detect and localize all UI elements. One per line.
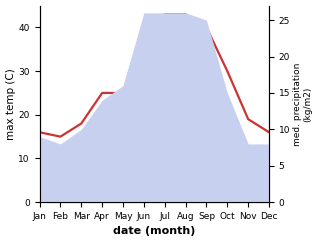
Y-axis label: max temp (C): max temp (C) (5, 68, 16, 140)
X-axis label: date (month): date (month) (113, 227, 196, 236)
Y-axis label: med. precipitation
(kg/m2): med. precipitation (kg/m2) (293, 62, 313, 145)
